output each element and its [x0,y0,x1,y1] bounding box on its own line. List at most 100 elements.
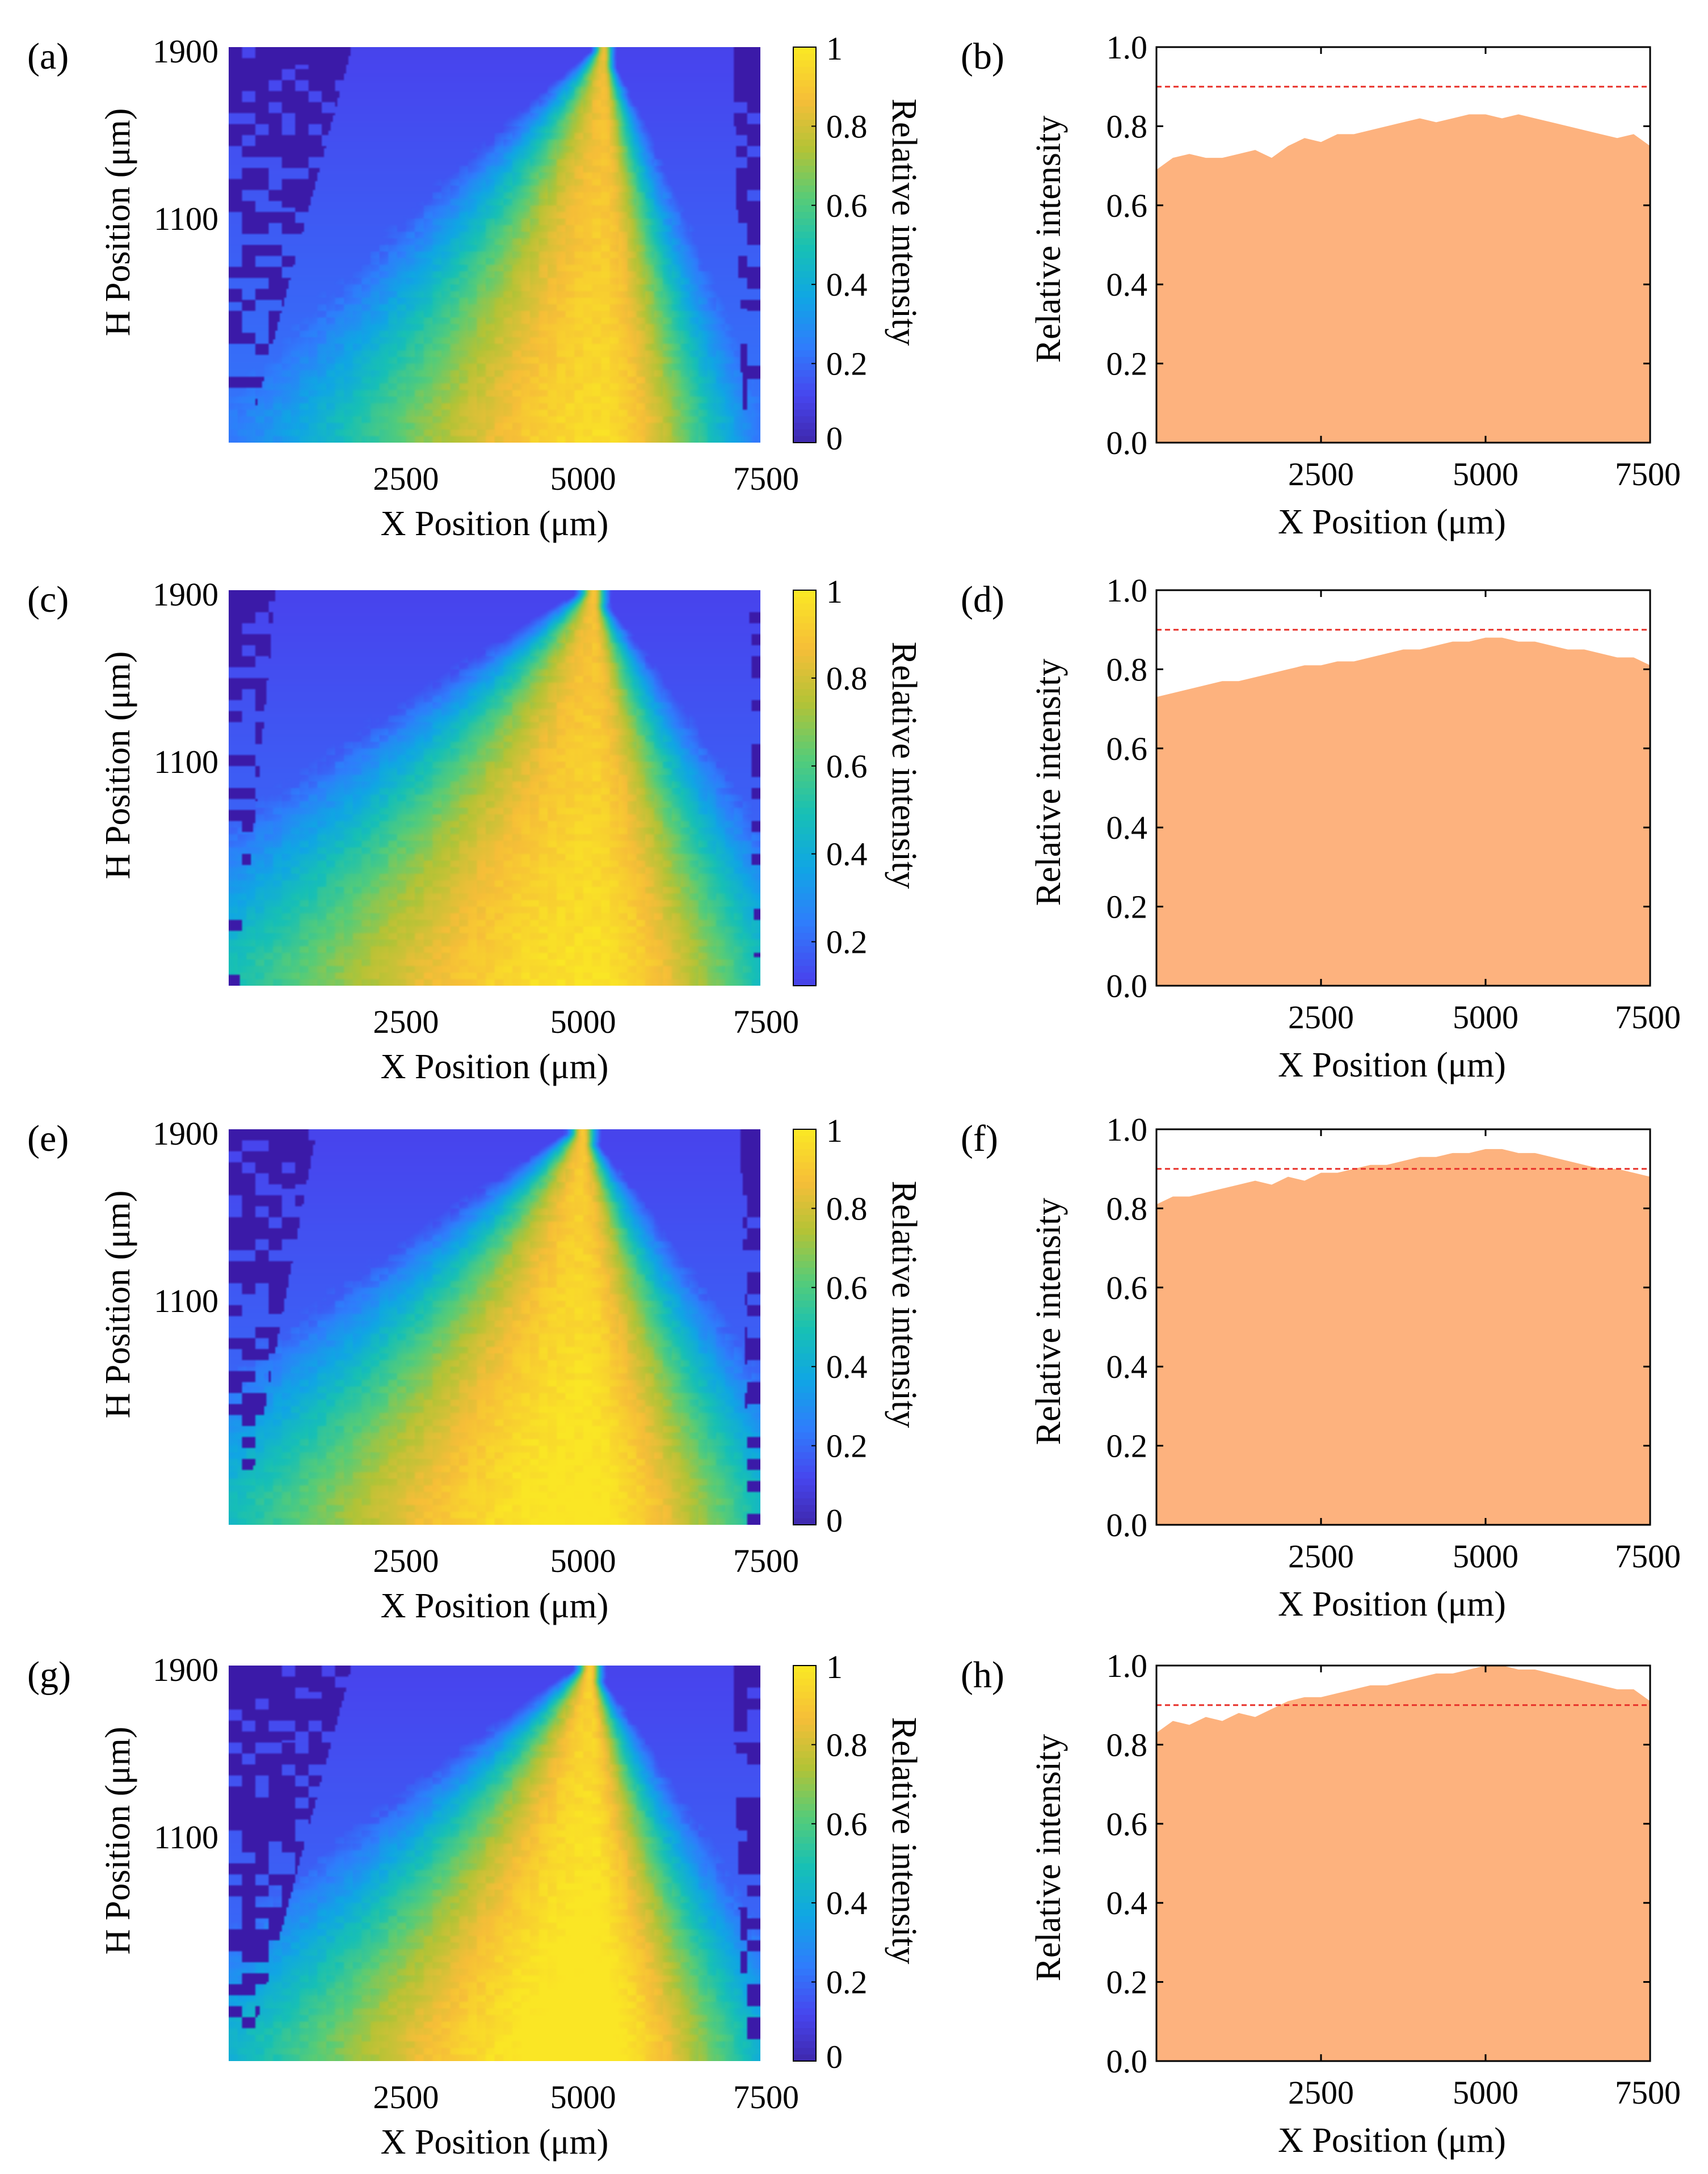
y-tick-label: 0.6 [1107,187,1148,224]
colorbar-segment [793,1419,816,1427]
x-tick-label: 5000 [1453,2074,1518,2111]
y-tick-label: 1100 [154,1282,218,1319]
y-tick-label: 0.2 [1107,1964,1148,2001]
colorbar-segment [793,801,816,809]
colorbar-segment [793,1837,816,1844]
colorbar-segment [793,827,816,835]
colorbar-segment [793,337,816,344]
colorbar-segment [793,768,816,776]
colorbar-tick-label: 0.8 [826,108,868,145]
colorbar-segment [793,880,816,888]
colorbar-tick-label: 0 [826,2038,843,2075]
colorbar-frame [793,1665,817,2062]
colorbar-tick-label: 0.4 [826,836,868,873]
colorbar-segment [793,1478,816,1486]
colorbar-segment [793,794,816,802]
colorbar-segment [793,271,816,279]
y-tick-label: 0.4 [1107,809,1148,846]
y-axis-label: H Position (μm) [99,1727,137,1955]
colorbar-segment [793,356,816,364]
y-tick-label: 0.6 [1107,730,1148,767]
colorbar-segment [793,1393,816,1401]
colorbar-segment [793,603,816,611]
colorbar-segment [793,232,816,239]
x-tick-label: 7500 [1615,999,1681,1036]
colorbar-segment [793,1458,816,1466]
colorbar-segment [793,709,816,716]
colorbar-segment [793,166,816,173]
colorbar-segment [793,1949,816,1957]
colorbar-segment [793,47,816,54]
colorbar-segment [793,113,816,120]
colorbar-segment [793,1472,816,1479]
colorbar-segment [793,649,816,657]
panel-label: (d) [961,579,1004,620]
colorbar-segment [793,1221,816,1229]
colorbar-segment [793,893,816,901]
colorbar-segment [793,596,816,604]
area-panel-h: 1.0 0.8 0.6 0.4 0.2 0.0 2500 5000 7500 (h) X Posit… [961,1647,1681,2160]
colorbar-tick-label: 0.4 [826,266,868,303]
x-tick-label: 2500 [373,1542,439,1579]
y-tick-label: 1.0 [1107,29,1148,66]
colorbar-segment [793,106,816,114]
colorbar-segment [793,284,816,292]
colorbar-segment [793,185,816,193]
colorbar-segment [793,1432,816,1440]
colorbar-segment [793,1175,816,1183]
colorbar-segment [793,1511,816,1519]
colorbar-segment [793,1307,816,1315]
colorbar-segment [793,1883,816,1890]
colorbar-segment [793,1188,816,1196]
colorbar-segment [793,775,816,782]
colorbar-segment [793,133,816,140]
colorbar-segment [793,258,816,266]
heatmap-panel-g: (g) 1900 1100 2500 5000 7500 X Position (μm) H … [27,1649,923,2162]
x-tick-label: 7500 [1615,456,1681,493]
panel-label: (c) [27,579,69,620]
colorbar-segment [793,126,816,134]
colorbar-segment [793,1975,816,1983]
colorbar-segment [793,376,816,384]
colorbar-segment [793,748,816,756]
colorbar-segment [793,1498,816,1506]
colorbar-label: Relative intensity [885,1717,923,1965]
colorbar-segment [793,1896,816,1904]
colorbar-segment [793,952,816,960]
colorbar-segment [793,1757,816,1765]
colorbar-segment [793,867,816,874]
colorbar-segment [793,317,816,325]
colorbar-segment [793,1149,816,1157]
y-tick-label: 0.0 [1107,2043,1148,2080]
colorbar-segment [793,1129,816,1137]
colorbar-segment [793,781,816,789]
colorbar-segment [793,1685,816,1693]
colorbar-segment [793,159,816,167]
colorbar-segment [793,840,816,848]
plot-frame [1155,1664,1651,2062]
y-tick-label: 0.0 [1107,424,1148,461]
colorbar-segment [793,396,816,404]
colorbar-label: Relative intensity [885,1181,923,1428]
colorbar-segment [793,1790,816,1798]
colorbar-segment [793,979,816,986]
colorbar-segment [793,636,816,644]
colorbar-segment [793,722,816,729]
colorbar-segment [793,73,816,81]
colorbar-segment [793,1889,816,1897]
colorbar-segment [793,682,816,690]
plot-frame [1155,589,1651,987]
x-axis-label: X Position (μm) [381,504,609,543]
colorbar-tick-label: 0.2 [826,1964,868,2001]
heatmap-panel-e: (e) 1900 1100 2500 5000 7500 X Position (μm) H … [27,1112,923,1625]
x-tick-label: 5000 [550,460,616,497]
x-tick-label: 2500 [373,460,439,497]
y-tick-label: 0.0 [1107,1507,1148,1544]
colorbar-segment [793,1956,816,1963]
colorbar-segment [793,1903,816,1910]
colorbar-segment [793,1406,816,1414]
colorbar-segment [793,1738,816,1746]
x-tick-label: 5000 [1453,1538,1518,1575]
colorbar-segment [793,423,816,430]
